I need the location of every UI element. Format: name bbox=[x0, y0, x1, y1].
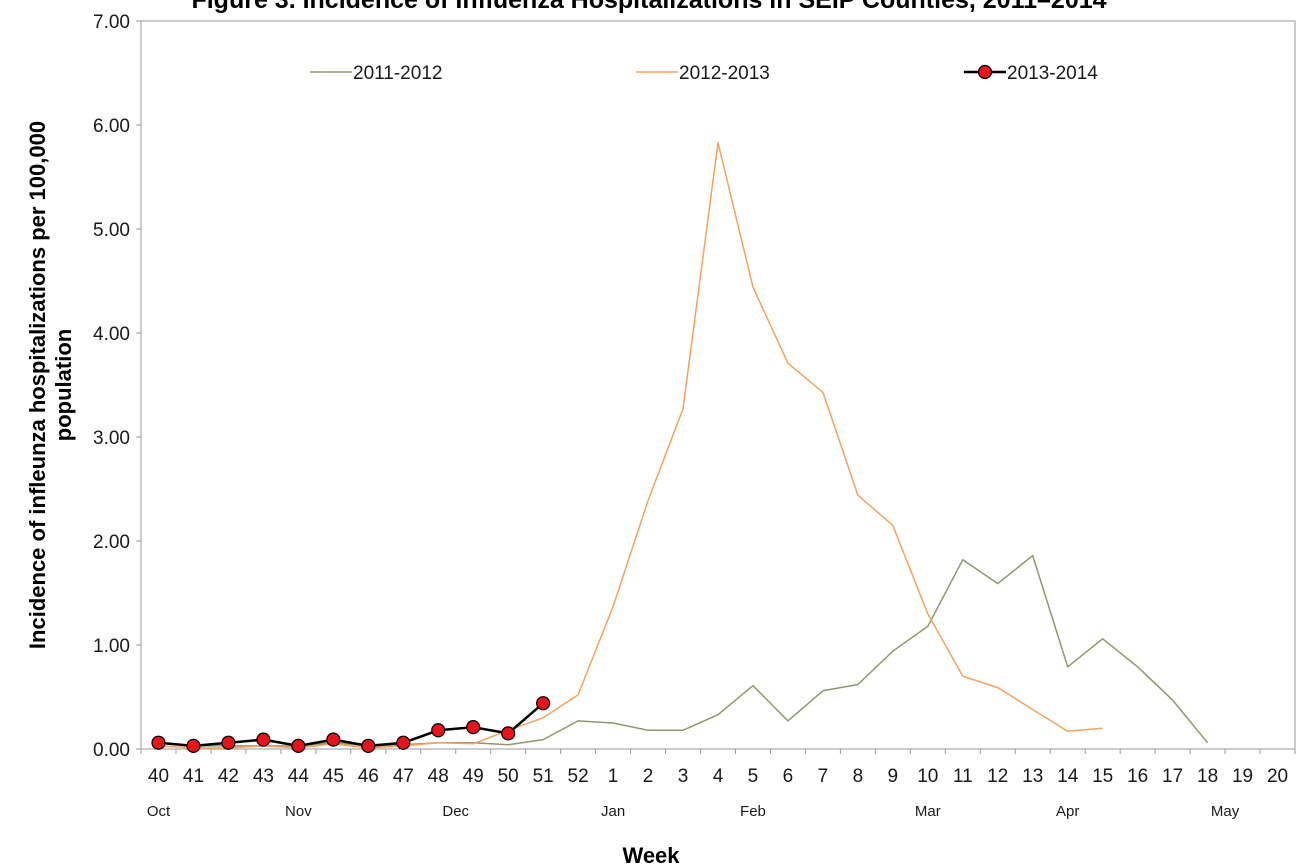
x-tick-label: 13 bbox=[1022, 766, 1043, 787]
x-tick-label: 2 bbox=[643, 766, 654, 787]
x-tick-label: 6 bbox=[783, 766, 794, 787]
x-tick-label: 40 bbox=[148, 766, 169, 787]
y-tick-label: 7.00 bbox=[93, 12, 130, 33]
legend-label-2011-2012: 2011-2012 bbox=[353, 63, 442, 84]
y-tick-label: 1.00 bbox=[93, 636, 130, 657]
x-tick-label: 46 bbox=[358, 766, 379, 787]
y-axis-title-line2: population bbox=[51, 329, 76, 441]
month-label: Apr bbox=[1056, 803, 1079, 820]
x-tick-label: 5 bbox=[748, 766, 759, 787]
x-axis-title: Week bbox=[622, 843, 680, 867]
legend: 2011-2012 2012-2013 2013-2014 bbox=[310, 63, 1098, 84]
x-tick-label: 4 bbox=[713, 766, 724, 787]
month-label: Oct bbox=[147, 803, 171, 820]
data-point-2013-2014 bbox=[151, 735, 166, 750]
data-point-2013-2014 bbox=[186, 738, 201, 753]
y-axis-title-line1: Incidence of infleunza hospitalizations … bbox=[25, 121, 50, 649]
x-tick-label: 47 bbox=[393, 766, 414, 787]
x-tick-label: 19 bbox=[1232, 766, 1253, 787]
x-tick-label: 1 bbox=[608, 766, 619, 787]
data-point-2013-2014 bbox=[256, 732, 271, 747]
x-tick-label: 41 bbox=[183, 766, 204, 787]
series-line-2012-2013 bbox=[158, 141, 1103, 749]
x-tick-label: 49 bbox=[463, 766, 484, 787]
x-tick-label: 51 bbox=[533, 766, 554, 787]
x-tick-label: 44 bbox=[288, 766, 310, 787]
x-tick-label: 42 bbox=[218, 766, 239, 787]
x-tick-label: 48 bbox=[428, 766, 449, 787]
legend-label-2013-2014: 2013-2014 bbox=[1007, 63, 1098, 84]
x-tick-label: 7 bbox=[818, 766, 829, 787]
y-tick-label: 4.00 bbox=[93, 324, 130, 345]
data-point-2013-2014 bbox=[501, 726, 516, 741]
y-tick-label: 2.00 bbox=[93, 532, 130, 553]
x-tick-label: 11 bbox=[953, 766, 973, 787]
data-point-2013-2014 bbox=[361, 738, 376, 753]
x-tick-label: 15 bbox=[1092, 766, 1113, 787]
month-label: Feb bbox=[740, 803, 766, 820]
y-tick-label: 3.00 bbox=[93, 428, 130, 449]
series-lines bbox=[151, 141, 1209, 753]
x-tick-label: 52 bbox=[568, 766, 589, 787]
plot-area bbox=[140, 20, 1296, 750]
month-labels: Oct Nov Dec Jan Feb Mar Apr May bbox=[147, 803, 1240, 820]
legend-label-2012-2013: 2012-2013 bbox=[679, 63, 770, 84]
x-tick-label: 12 bbox=[987, 766, 1008, 787]
chart-title: Figure 3. Incidence of Influenza Hospita… bbox=[191, 0, 1107, 14]
x-tick-label: 45 bbox=[323, 766, 344, 787]
y-tick-label: 6.00 bbox=[93, 116, 130, 137]
x-tick-label: 9 bbox=[888, 766, 899, 787]
y-tick-label: 0.00 bbox=[93, 740, 130, 761]
month-label: Jan bbox=[601, 803, 625, 820]
month-label: Dec bbox=[442, 803, 469, 820]
y-tick-label: 5.00 bbox=[93, 220, 130, 241]
data-point-2013-2014 bbox=[466, 720, 481, 735]
month-label: Nov bbox=[285, 803, 312, 820]
legend-marker-2013-2014 bbox=[977, 64, 993, 80]
x-tick-label: 18 bbox=[1197, 766, 1218, 787]
x-tick-label: 3 bbox=[678, 766, 689, 787]
month-label: May bbox=[1211, 803, 1240, 820]
x-tick-label: 50 bbox=[498, 766, 519, 787]
x-tick-label: 10 bbox=[917, 766, 938, 787]
data-point-2013-2014 bbox=[431, 723, 446, 738]
data-point-2013-2014 bbox=[221, 735, 236, 750]
data-point-2013-2014 bbox=[291, 738, 306, 753]
x-tick-label: 17 bbox=[1162, 766, 1183, 787]
series-line-2011-2012 bbox=[158, 554, 1209, 747]
x-tick-label: 14 bbox=[1057, 766, 1079, 787]
x-tick-label: 20 bbox=[1267, 766, 1288, 787]
x-tick-label: 8 bbox=[853, 766, 864, 787]
y-axis: 0.00 1.00 2.00 3.00 4.00 5.00 6.00 7.00 bbox=[93, 12, 141, 761]
data-point-2013-2014 bbox=[536, 696, 551, 711]
x-tick-label: 16 bbox=[1127, 766, 1148, 787]
month-label: Mar bbox=[915, 803, 941, 820]
x-tick-label: 43 bbox=[253, 766, 274, 787]
data-point-2013-2014 bbox=[326, 732, 341, 747]
x-axis: 40 41 42 43 44 45 46 47 48 49 50 51 52 1 2 3 4 5 6 7 8 9 10 11 1… bbox=[140, 749, 1296, 787]
data-point-2013-2014 bbox=[396, 735, 411, 750]
